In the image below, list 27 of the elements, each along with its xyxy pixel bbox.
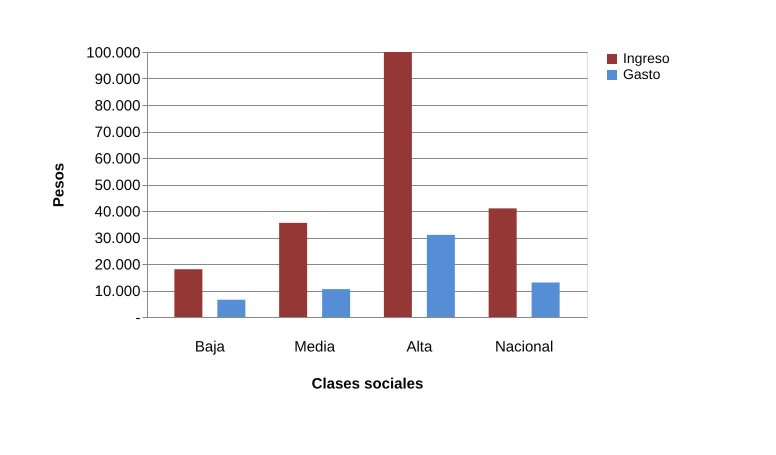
x-tick-label: Media: [294, 338, 336, 356]
y-tick-label: 100.000: [86, 44, 140, 62]
bar: [322, 289, 350, 317]
y-tick-label: 30.000: [94, 230, 140, 247]
legend-label: Ingreso: [623, 50, 670, 66]
x-axis-title: Clases sociales: [312, 376, 424, 392]
bar: [532, 282, 560, 317]
y-tick-label: 80.000: [94, 98, 140, 114]
bar: [384, 52, 412, 317]
y-tick-label: -: [136, 310, 140, 326]
x-tick-label: Nacional: [494, 338, 554, 356]
x-tick-label: Baja: [194, 338, 226, 356]
bar: [488, 208, 517, 317]
y-tick-label: 40.000: [94, 204, 140, 220]
y-tick-label: 20.000: [94, 256, 140, 274]
y-tick-label: 90.000: [94, 71, 140, 88]
bar: [174, 269, 202, 317]
y-tick-label: 10.000: [94, 283, 140, 300]
y-tick-label: 60.000: [94, 150, 140, 168]
y-tick-label: 50.000: [94, 177, 140, 194]
x-tick-label: Alta: [406, 338, 433, 356]
y-axis-title: Pesos: [50, 162, 68, 208]
legend-label: Gasto: [623, 66, 661, 82]
bar: [426, 234, 455, 317]
bar: [217, 300, 246, 317]
y-tick-label: 70.000: [94, 124, 140, 141]
bar: [279, 222, 308, 317]
